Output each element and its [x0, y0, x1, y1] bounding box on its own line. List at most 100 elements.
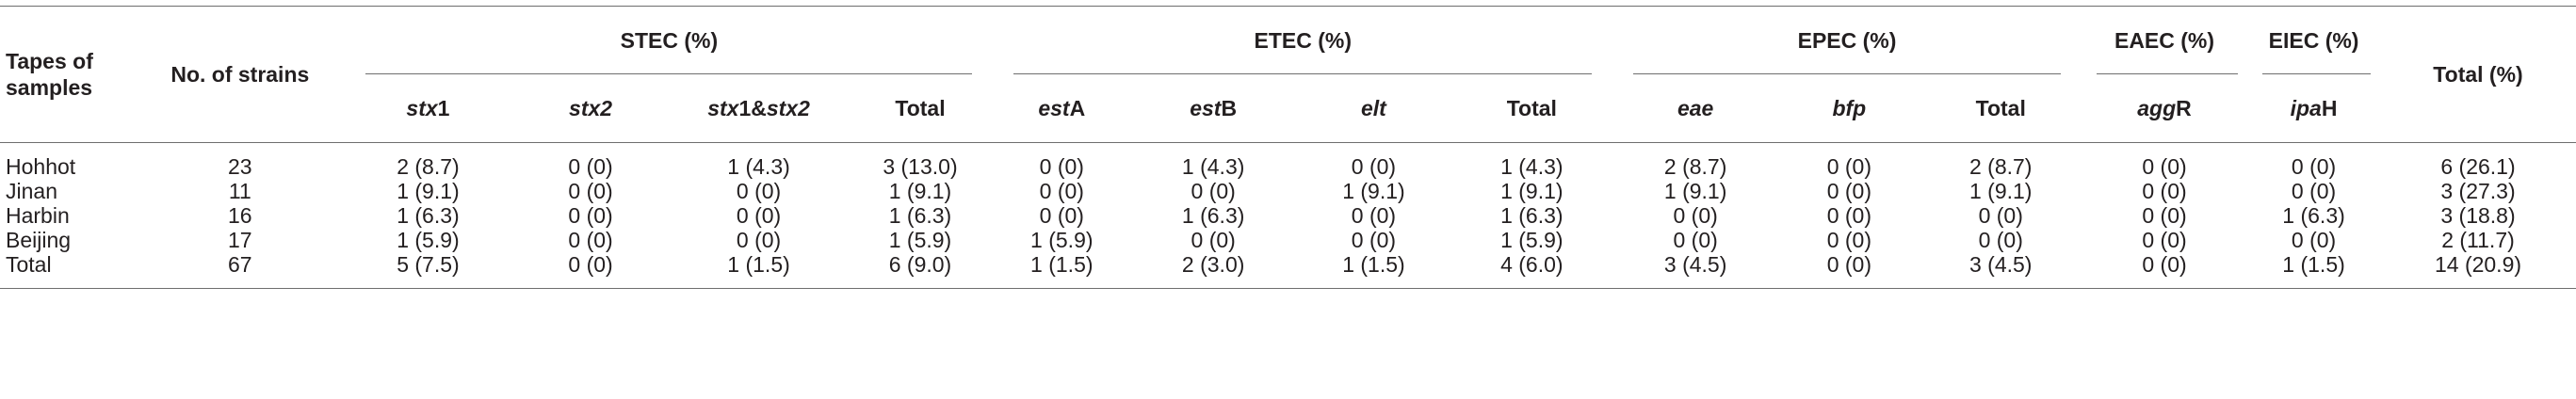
table-cell: 0 (0) — [1826, 228, 1871, 252]
header-estA: estA — [1038, 95, 1086, 120]
table-cell: 0 (0) — [1351, 154, 1397, 179]
table-cell: 0 (0) — [2142, 228, 2187, 252]
row-label: Harbin — [6, 203, 70, 228]
table-cell: 1 (6.3) — [888, 203, 952, 228]
header-strain-count: No. of strains — [170, 62, 310, 87]
header-stx2: stx2 — [569, 95, 613, 120]
header-epec-total: Total — [1975, 95, 2026, 120]
table-cell: 0 (0) — [1191, 179, 1236, 203]
row-label: Jinan — [6, 179, 57, 203]
row-label: Beijing — [6, 228, 72, 252]
table-row: Hohhot 23 2 (8.7) 0 (0) 1 (4.3) 3 (13.0) 0 (0)… — [0, 143, 2576, 180]
table-cell: 0 (0) — [1039, 154, 1084, 179]
table-cell: 0 (0) — [1826, 252, 1871, 277]
table-cell: 1 (4.3) — [1181, 154, 1245, 179]
table-cell: 6 (9.0) — [888, 252, 952, 277]
table-cell: 0 (0) — [1978, 203, 2023, 228]
group-label: EAEC (%) — [2114, 27, 2215, 53]
table-cell: 3 (18.8) — [2440, 203, 2516, 228]
header-etec-total: Total — [1506, 95, 1557, 120]
table-cell: 0 (0) — [1826, 154, 1871, 179]
group-label: EIEC (%) — [2268, 27, 2359, 53]
table-row: Beijing 17 1 (5.9) 0 (0) 0 (0) 1 (5.9) 1 (5.9)… — [0, 228, 2576, 252]
table-cell: 0 (0) — [568, 203, 613, 228]
header-stec-total: Total — [895, 95, 946, 120]
table-cell: 2 (8.7) — [1663, 154, 1727, 179]
prevalence-table: Tapes of samples No. of strains STEC (%)… — [0, 6, 2576, 289]
header-group-eaec: EAEC (%) — [2082, 7, 2247, 74]
group-label: STEC (%) — [620, 27, 719, 53]
table-cell: 0 (0) — [2142, 154, 2187, 179]
table-cell: 0 (0) — [2142, 179, 2187, 203]
table-cell: 0 (0) — [1351, 203, 1397, 228]
table-cell: 0 (0) — [1673, 228, 1718, 252]
table-body: Hohhot 23 2 (8.7) 0 (0) 1 (4.3) 3 (13.0) 0 (0)… — [0, 143, 2576, 289]
table-cell: 1 (6.3) — [397, 203, 460, 228]
table-cell: 3 (27.3) — [2440, 179, 2516, 203]
table-cell: 0 (0) — [736, 179, 782, 203]
table-cell: 1 (4.3) — [1500, 154, 1563, 179]
header-stx1: stx1 — [406, 95, 450, 120]
table-cell: 1 (6.3) — [1181, 203, 1245, 228]
table-cell: 1 (5.9) — [1030, 228, 1094, 252]
table-cell: 1 (9.1) — [1968, 179, 2033, 203]
group-label: ETEC (%) — [1254, 27, 1353, 53]
table-cell: 0 (0) — [2291, 228, 2337, 252]
table-header: Tapes of samples No. of strains STEC (%)… — [0, 6, 2576, 143]
table-cell: 67 — [228, 252, 252, 277]
table-cell: 0 (0) — [2291, 179, 2337, 203]
table-cell: 1 (9.1) — [888, 179, 952, 203]
table-cell: 1 (9.1) — [1342, 179, 1405, 203]
table-cell: 0 (0) — [1191, 228, 1236, 252]
table-cell: 2 (11.7) — [2441, 228, 2515, 252]
table-cell: 1 (9.1) — [1663, 179, 1727, 203]
table-cell: 1 (6.3) — [2282, 203, 2345, 228]
table-cell: 2 (8.7) — [397, 154, 460, 179]
table-cell: 0 (0) — [736, 203, 782, 228]
table-cell: 0 (0) — [568, 179, 613, 203]
header-group-epec: EPEC (%) — [1612, 7, 2082, 74]
table-cell: 0 (0) — [1978, 228, 2023, 252]
table-cell: 1 (1.5) — [1030, 252, 1094, 277]
row-label: Hohhot — [6, 154, 76, 179]
table-cell: 14 (20.9) — [2434, 252, 2522, 277]
table-row: Total 67 5 (7.5) 0 (0) 1 (1.5) 6 (9.0) 1 (1.5)… — [0, 252, 2576, 289]
header-group-eiec: EIEC (%) — [2247, 7, 2380, 74]
table-cell: 2 (8.7) — [1968, 154, 2033, 179]
table-cell: 6 (26.1) — [2440, 154, 2516, 179]
table-cell: 0 (0) — [1673, 203, 1718, 228]
table-cell: 0 (0) — [2291, 154, 2337, 179]
header-aggR: aggR — [2137, 95, 2192, 120]
table-cell: 3 (13.0) — [883, 154, 958, 179]
header-sample-type: Tapes of samples — [6, 49, 93, 100]
table-cell: 1 (9.1) — [397, 179, 460, 203]
table-cell: 3 (4.5) — [1968, 252, 2033, 277]
table-cell: 0 (0) — [568, 154, 613, 179]
table-cell: 4 (6.0) — [1500, 252, 1563, 277]
table-cell: 16 — [228, 203, 252, 228]
table-cell: 0 (0) — [736, 228, 782, 252]
header-group-etec: ETEC (%) — [993, 7, 1612, 74]
header-total-percent: Total (%) — [2433, 61, 2523, 87]
table-cell: 1 (5.9) — [397, 228, 460, 252]
table-cell: 0 (0) — [1039, 179, 1084, 203]
table-cell: 11 — [228, 179, 251, 203]
table-cell: 1 (6.3) — [1500, 203, 1563, 228]
header-stx1-stx2: stx1&stx2 — [707, 95, 810, 120]
table-cell: 1 (4.3) — [727, 154, 790, 179]
table-cell: 1 (1.5) — [2282, 252, 2345, 277]
table-cell: 0 (0) — [2142, 203, 2187, 228]
table-cell: 17 — [228, 228, 252, 252]
table-cell: 3 (4.5) — [1663, 252, 1727, 277]
header-group-stec: STEC (%) — [345, 7, 993, 74]
table-cell: 0 (0) — [1351, 228, 1397, 252]
table-cell: 1 (5.9) — [1500, 228, 1563, 252]
table-row: Harbin 16 1 (6.3) 0 (0) 0 (0) 1 (6.3) 0 (0) 1 (… — [0, 203, 2576, 228]
header-bfp: bfp — [1832, 95, 1867, 120]
table-cell: 5 (7.5) — [397, 252, 460, 277]
table-cell: 23 — [228, 154, 252, 179]
header-eae: eae — [1677, 95, 1714, 120]
header-elt: elt — [1361, 95, 1386, 120]
table-cell: 1 (5.9) — [888, 228, 952, 252]
